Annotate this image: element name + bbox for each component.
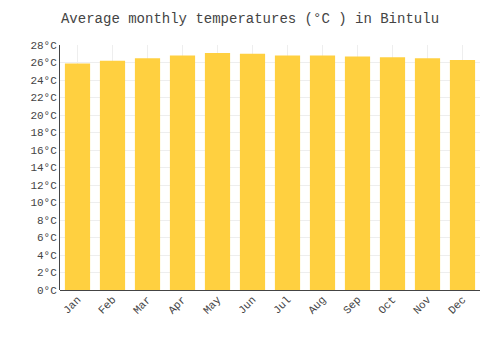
svg-text:16°C: 16°C — [30, 145, 57, 157]
svg-text:24°C: 24°C — [30, 75, 57, 87]
svg-text:Nov: Nov — [411, 294, 434, 317]
svg-text:10°C: 10°C — [30, 197, 57, 209]
svg-text:May: May — [201, 294, 224, 317]
svg-text:26°C: 26°C — [30, 57, 57, 69]
svg-text:18°C: 18°C — [30, 127, 57, 139]
svg-text:4°C: 4°C — [37, 250, 57, 262]
svg-text:Aug: Aug — [306, 294, 328, 316]
svg-text:28°C: 28°C — [30, 40, 57, 52]
svg-text:Jun: Jun — [236, 294, 258, 316]
svg-text:0°C: 0°C — [37, 285, 57, 297]
svg-text:2°C: 2°C — [37, 267, 57, 279]
svg-text:Sep: Sep — [341, 294, 363, 316]
svg-text:6°C: 6°C — [37, 232, 57, 244]
svg-text:Mar: Mar — [131, 294, 153, 316]
svg-text:22°C: 22°C — [30, 92, 57, 104]
svg-text:Average monthly temperatures (: Average monthly temperatures (°C ) in Bi… — [61, 11, 439, 27]
svg-text:Feb: Feb — [96, 294, 118, 316]
svg-text:Jan: Jan — [61, 294, 83, 316]
svg-text:Oct: Oct — [376, 294, 398, 316]
svg-text:Apr: Apr — [166, 294, 188, 316]
svg-text:Dec: Dec — [446, 294, 468, 316]
svg-text:20°C: 20°C — [30, 110, 57, 122]
svg-text:Jul: Jul — [271, 294, 293, 316]
svg-text:8°C: 8°C — [37, 215, 57, 227]
svg-text:14°C: 14°C — [30, 162, 57, 174]
svg-text:12°C: 12°C — [30, 180, 57, 192]
